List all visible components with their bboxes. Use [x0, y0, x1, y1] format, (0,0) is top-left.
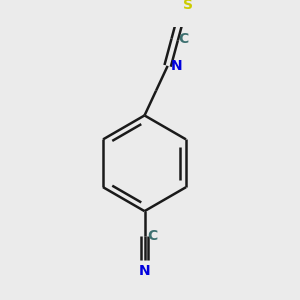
Text: C: C [178, 32, 188, 46]
Text: N: N [139, 264, 150, 278]
Text: C: C [147, 229, 158, 243]
Text: S: S [183, 0, 193, 12]
Text: N: N [171, 59, 182, 73]
